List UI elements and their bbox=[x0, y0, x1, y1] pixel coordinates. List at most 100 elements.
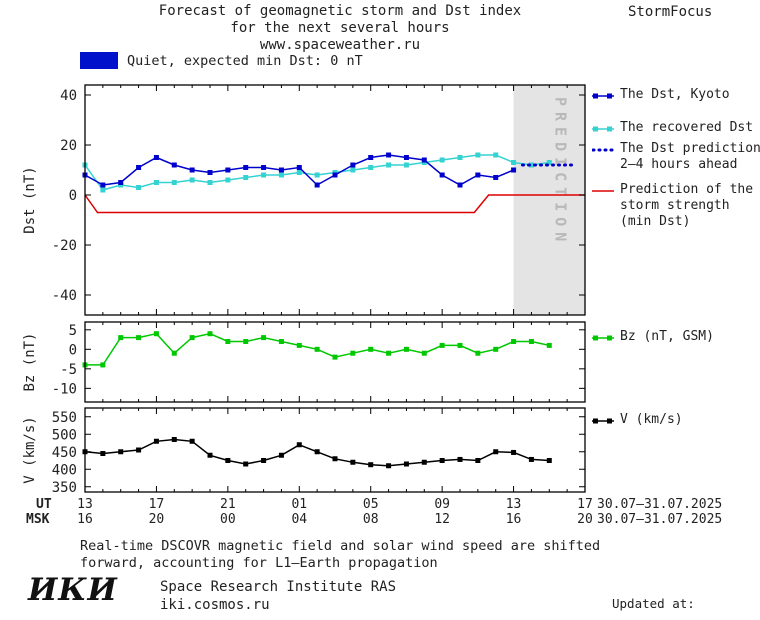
bz-point bbox=[511, 339, 517, 345]
footnote-line-2: forward, accounting for L1–Earth propaga… bbox=[80, 555, 438, 571]
footnote: Real-time DSCOVR magnetic field and sola… bbox=[80, 538, 600, 572]
legend-label-storm-1: Prediction of the bbox=[620, 182, 754, 197]
dst-kyoto-point bbox=[493, 175, 499, 180]
prediction-band bbox=[513, 85, 585, 315]
dst-kyoto-marker bbox=[592, 90, 614, 106]
prediction-band-label: PREDICTION bbox=[551, 97, 569, 247]
recovered-dst-point bbox=[546, 160, 552, 165]
dst-axis-label: Dst (nT) bbox=[22, 166, 38, 234]
x-tick-msk: 04 bbox=[291, 512, 308, 527]
ut-tick-row: UT 30.07–31.07.2025 13 17 21 01 05 09 13 17 bbox=[0, 497, 760, 512]
legend-label-v: V (km/s) bbox=[620, 412, 683, 427]
v-point bbox=[421, 459, 427, 465]
bz-point bbox=[118, 335, 124, 341]
recovered-dst-point bbox=[314, 172, 320, 178]
recovered-dst-point bbox=[278, 172, 284, 178]
bz-point bbox=[368, 346, 374, 352]
x-tick-msk: 16 bbox=[505, 512, 522, 527]
bz-point bbox=[207, 331, 213, 337]
bz-point bbox=[261, 335, 267, 341]
v-point bbox=[493, 449, 499, 455]
v-point bbox=[153, 438, 159, 444]
v-point bbox=[225, 458, 231, 463]
y-tick-label: 40 bbox=[60, 88, 77, 104]
v-axis-label: V (km/s) bbox=[22, 416, 38, 484]
dst-kyoto-point bbox=[278, 167, 284, 173]
recovered-dst-point bbox=[171, 180, 177, 185]
dst-kyoto-point bbox=[386, 152, 392, 158]
dst-kyoto-point bbox=[189, 167, 195, 173]
iki-logo: ИКИ bbox=[28, 572, 118, 608]
legend-item-bz: Bz (nT, GSM) bbox=[592, 329, 714, 348]
dst-kyoto-point bbox=[296, 165, 302, 170]
legend-label-prediction-2: 2–4 hours ahead bbox=[620, 157, 738, 172]
v-point bbox=[546, 458, 552, 463]
legend-label-bz: Bz (nT, GSM) bbox=[620, 329, 714, 344]
updated-heading: Updated at: bbox=[612, 596, 695, 611]
bz-point bbox=[296, 342, 302, 348]
bz-point bbox=[332, 354, 338, 360]
recovered-dst-point bbox=[153, 180, 159, 185]
legend-item-storm: Prediction of the storm strength (min Ds… bbox=[592, 182, 753, 230]
bz-point bbox=[493, 346, 499, 352]
x-tick-msk: 12 bbox=[434, 512, 450, 527]
legend-label-storm-2: storm strength bbox=[620, 198, 730, 213]
v-point bbox=[403, 461, 409, 467]
bz-point bbox=[225, 339, 231, 345]
x-tick-ut: 21 bbox=[220, 497, 236, 512]
recovered-dst-point bbox=[403, 162, 409, 168]
dst-kyoto-point bbox=[207, 170, 213, 175]
series-storm-strength bbox=[84, 194, 585, 214]
msk-tick-row: MSK 30.07–31.07.2025 16 20 00 04 08 12 16 20 bbox=[0, 512, 760, 527]
v-point bbox=[296, 442, 302, 448]
legend-item-prediction: The Dst prediction 2–4 hours ahead bbox=[591, 141, 760, 173]
msk-date: 30.07–31.07.2025 bbox=[597, 512, 723, 527]
dst-kyoto-point bbox=[421, 157, 427, 163]
v-point bbox=[528, 456, 534, 462]
dst-kyoto-point bbox=[136, 165, 142, 170]
title-line-1: Forecast of geomagnetic storm and Dst in… bbox=[158, 3, 522, 19]
bz-point bbox=[350, 350, 356, 356]
bz-point bbox=[153, 331, 159, 337]
dst-kyoto-point bbox=[100, 182, 106, 188]
bz-point bbox=[100, 362, 106, 368]
v-point bbox=[475, 458, 481, 463]
y-tick-label: 0 bbox=[69, 342, 77, 358]
y-tick-label: 550 bbox=[52, 410, 77, 426]
dst-kyoto-point bbox=[243, 165, 249, 170]
x-tick-ut: 05 bbox=[362, 497, 379, 512]
v-point bbox=[314, 449, 320, 455]
bz-point bbox=[439, 342, 445, 348]
bz-marker bbox=[592, 332, 614, 348]
bz-point bbox=[314, 346, 320, 352]
v-point bbox=[278, 452, 284, 458]
v-point bbox=[136, 447, 142, 453]
recovered-dst-point bbox=[457, 155, 463, 160]
recovered-dst-point bbox=[243, 175, 249, 180]
recovered-dst-point bbox=[296, 170, 302, 175]
recovered-dst-point bbox=[493, 152, 499, 158]
legend-label-prediction-1: The Dst prediction bbox=[620, 141, 760, 156]
y-tick-label: 400 bbox=[52, 462, 77, 478]
recovered-dst-point bbox=[136, 185, 142, 190]
v-point bbox=[243, 461, 249, 467]
y-tick-label: 500 bbox=[52, 427, 77, 443]
storm-strength-marker bbox=[592, 185, 614, 201]
recovered-dst-point bbox=[100, 187, 106, 193]
v-point bbox=[368, 462, 374, 468]
msk-label: MSK bbox=[26, 512, 50, 527]
bz-point bbox=[243, 339, 249, 345]
dst-kyoto-point bbox=[332, 172, 338, 178]
x-tick-ut: 13 bbox=[505, 497, 522, 512]
org-name: Space Research Institute RAS bbox=[160, 579, 397, 595]
x-tick-ut: 09 bbox=[434, 497, 450, 512]
bz-point bbox=[278, 339, 284, 345]
panel-frame bbox=[84, 84, 586, 316]
panel-frame bbox=[84, 321, 586, 403]
y-tick-label: 350 bbox=[52, 480, 77, 496]
x-tick-ut: 13 bbox=[77, 497, 93, 512]
dst-kyoto-point bbox=[350, 162, 356, 168]
dst-kyoto-point bbox=[171, 162, 177, 168]
legend-item-recovered: The recovered Dst bbox=[592, 120, 753, 139]
